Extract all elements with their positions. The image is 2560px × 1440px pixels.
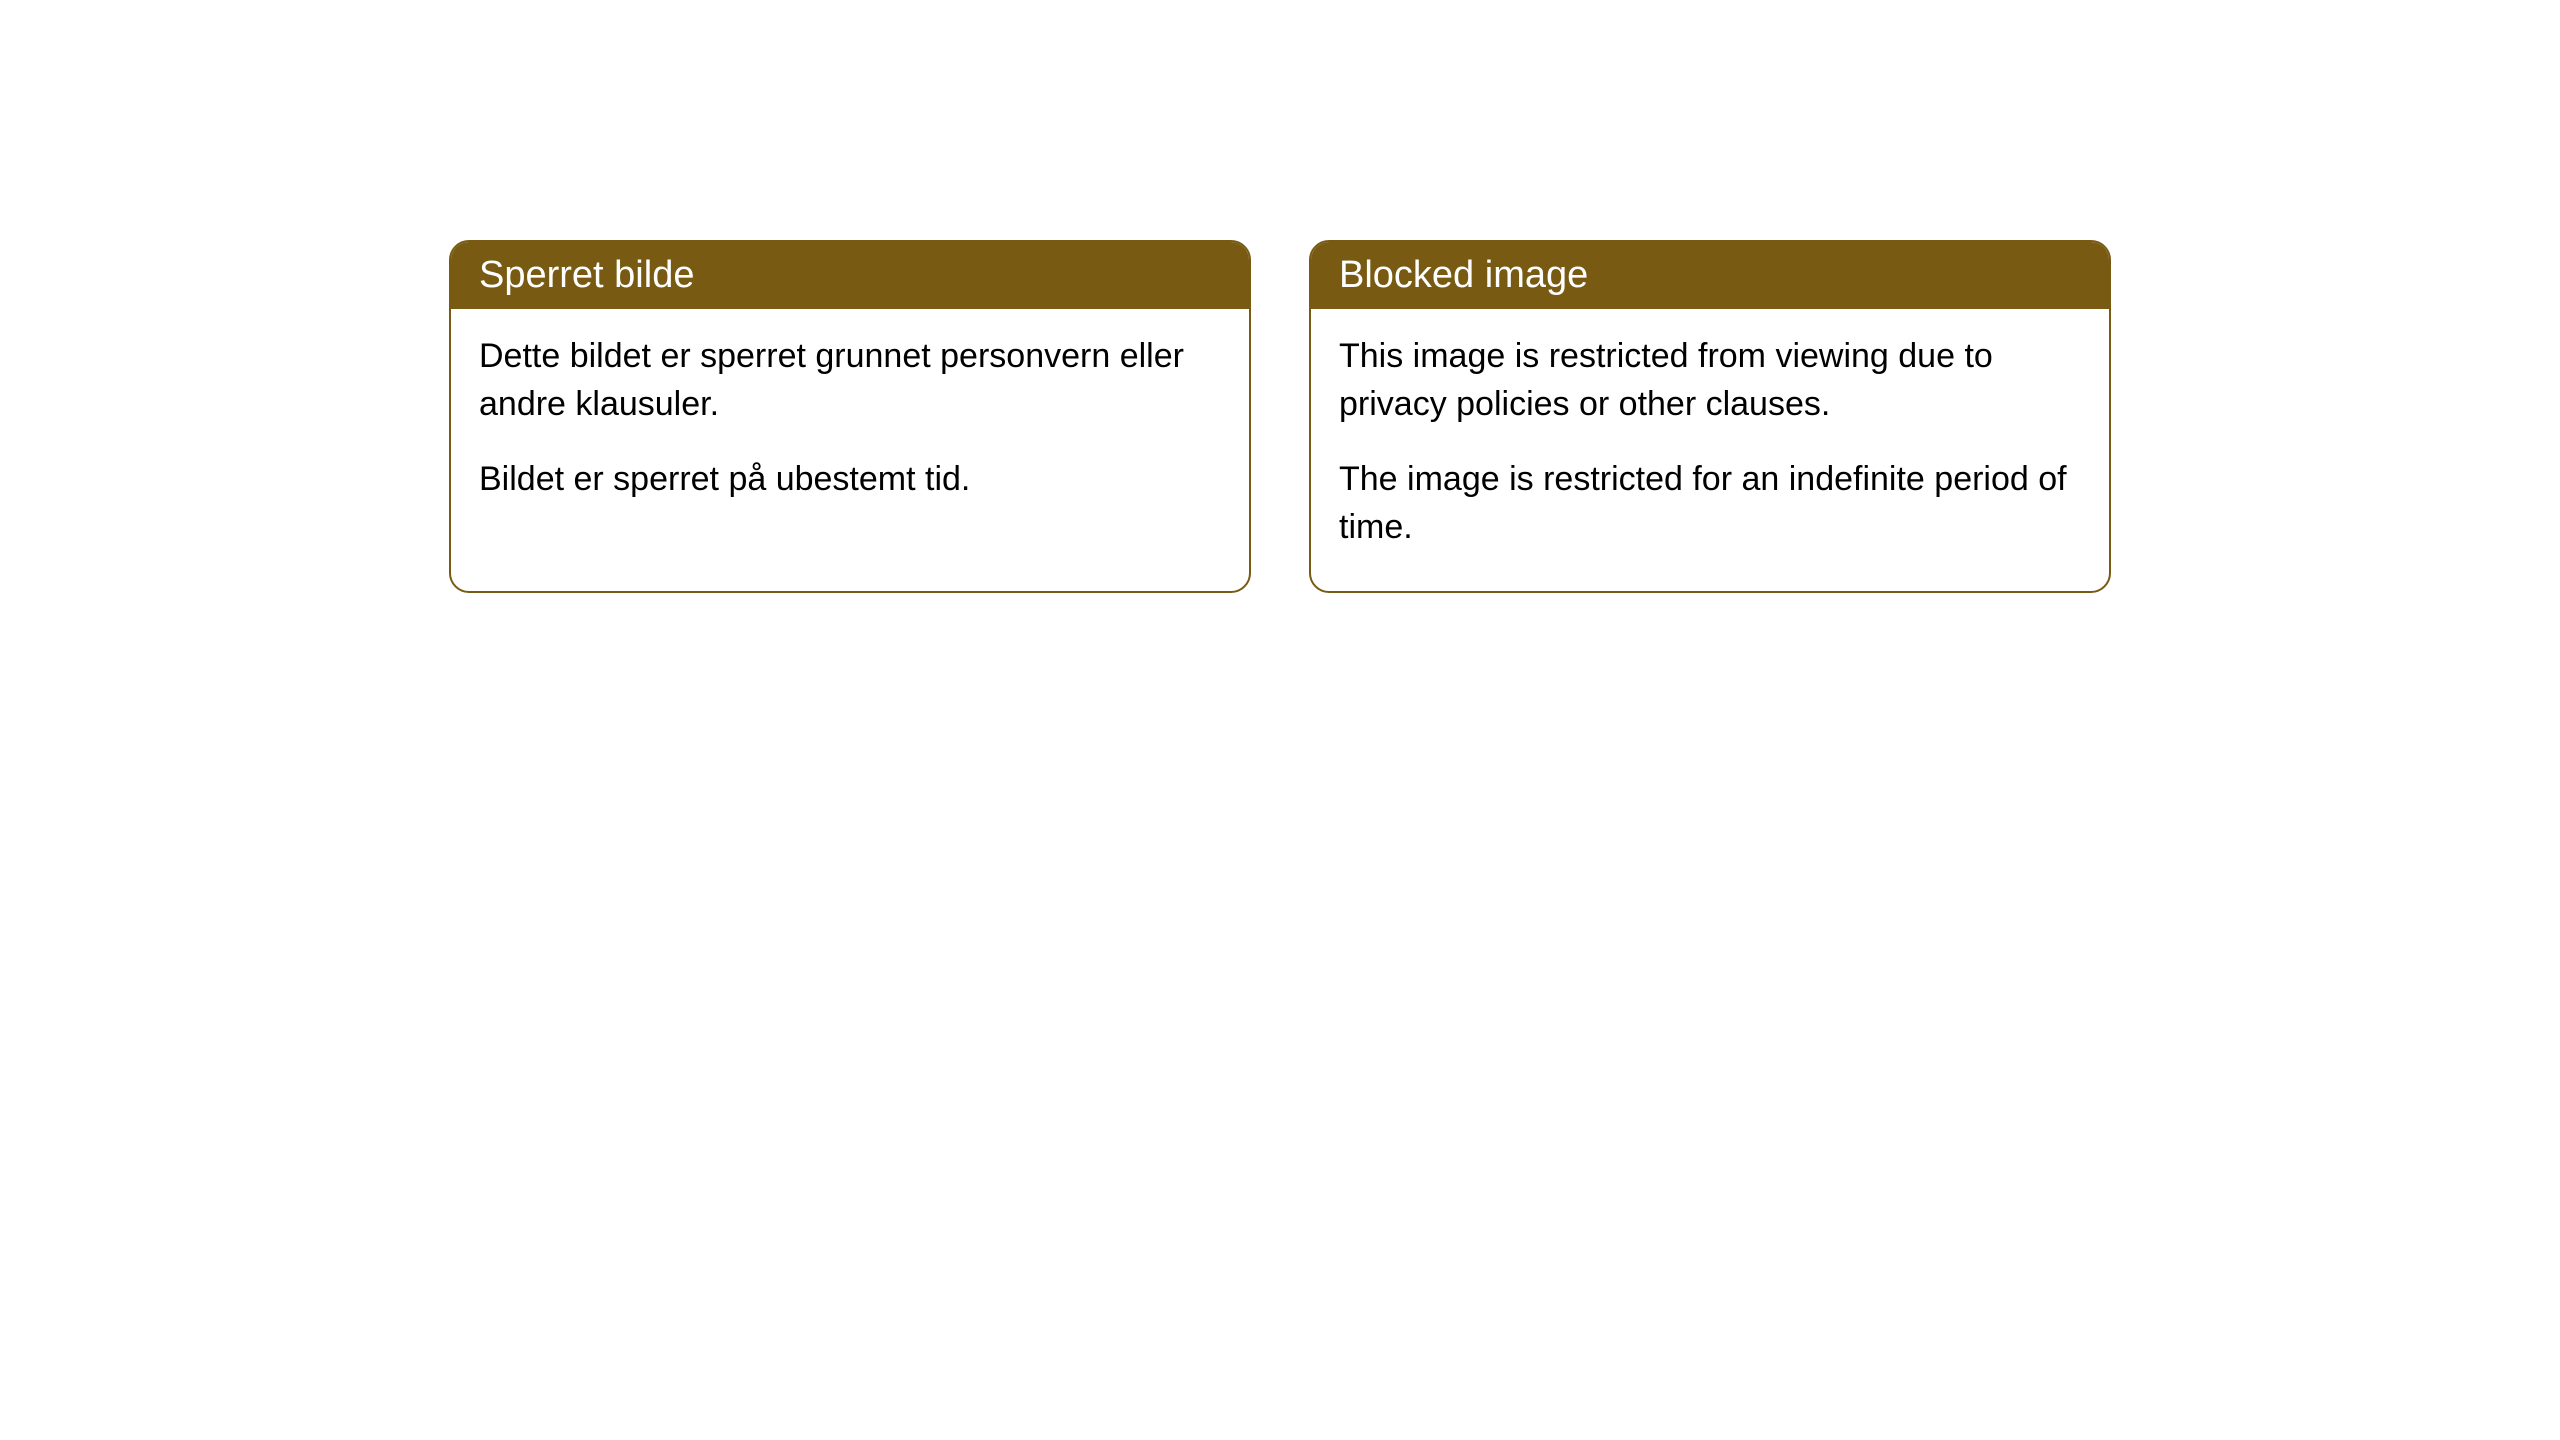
card-header-en: Blocked image — [1311, 242, 2109, 309]
card-paragraph-2-no: Bildet er sperret på ubestemt tid. — [479, 456, 1221, 504]
blocked-image-card-no: Sperret bilde Dette bildet er sperret gr… — [449, 240, 1251, 593]
card-container: Sperret bilde Dette bildet er sperret gr… — [0, 240, 2560, 593]
card-body-en: This image is restricted from viewing du… — [1311, 309, 2109, 591]
card-header-no: Sperret bilde — [451, 242, 1249, 309]
card-paragraph-2-en: The image is restricted for an indefinit… — [1339, 456, 2081, 551]
card-body-no: Dette bildet er sperret grunnet personve… — [451, 309, 1249, 544]
card-paragraph-1-en: This image is restricted from viewing du… — [1339, 333, 2081, 428]
blocked-image-card-en: Blocked image This image is restricted f… — [1309, 240, 2111, 593]
card-paragraph-1-no: Dette bildet er sperret grunnet personve… — [479, 333, 1221, 428]
